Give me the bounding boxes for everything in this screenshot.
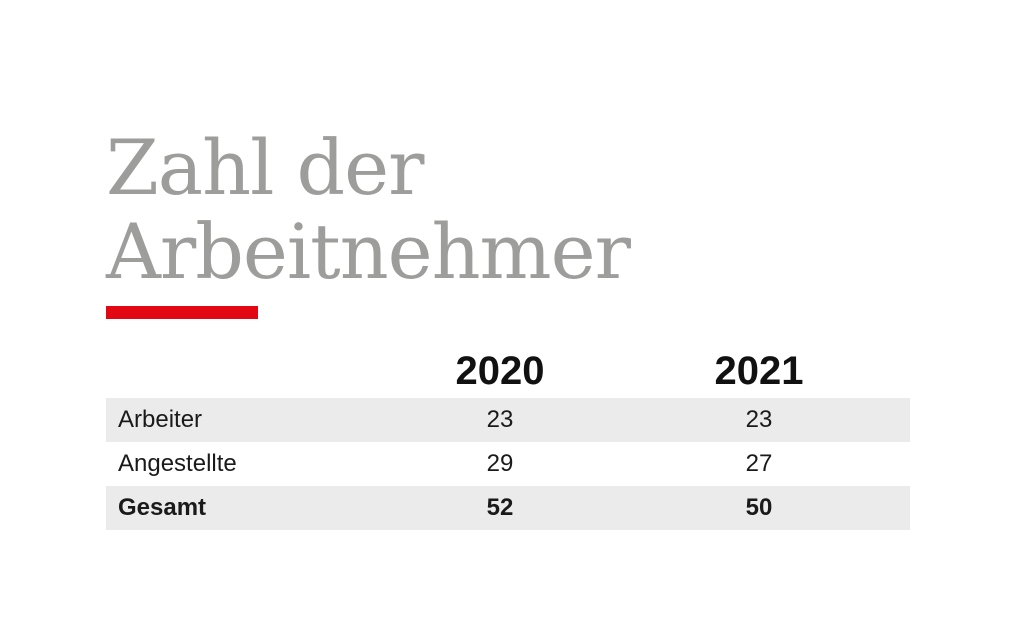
cell-2020: 29 bbox=[486, 450, 514, 477]
row-label: Gesamt bbox=[118, 494, 207, 521]
cell-2020: 52 bbox=[486, 494, 514, 521]
cell-2021: 23 bbox=[745, 406, 773, 433]
title-line-2: Arbeitnehmer bbox=[106, 207, 631, 296]
cell-2021: 50 bbox=[745, 494, 773, 521]
table-row-angestellte: Angestellte 29 27 bbox=[106, 442, 910, 486]
column-header-2021: 2021 bbox=[714, 349, 804, 393]
table-row-gesamt: Gesamt 52 50 bbox=[106, 486, 910, 530]
data-table: Arbeiter 23 23 Angestellte 29 27 Gesamt … bbox=[106, 398, 910, 530]
table-row-arbeiter: Arbeiter 23 23 bbox=[106, 398, 910, 442]
cell-2020: 23 bbox=[486, 406, 514, 433]
column-header-2020: 2020 bbox=[455, 349, 545, 393]
title-line-1: Zahl der bbox=[106, 123, 424, 212]
row-label: Arbeiter bbox=[118, 406, 203, 433]
table-title: Zahl der Arbeitnehmer bbox=[106, 123, 631, 296]
accent-bar bbox=[106, 306, 258, 319]
cell-2021: 27 bbox=[745, 450, 773, 477]
row-label: Angestellte bbox=[118, 450, 237, 477]
